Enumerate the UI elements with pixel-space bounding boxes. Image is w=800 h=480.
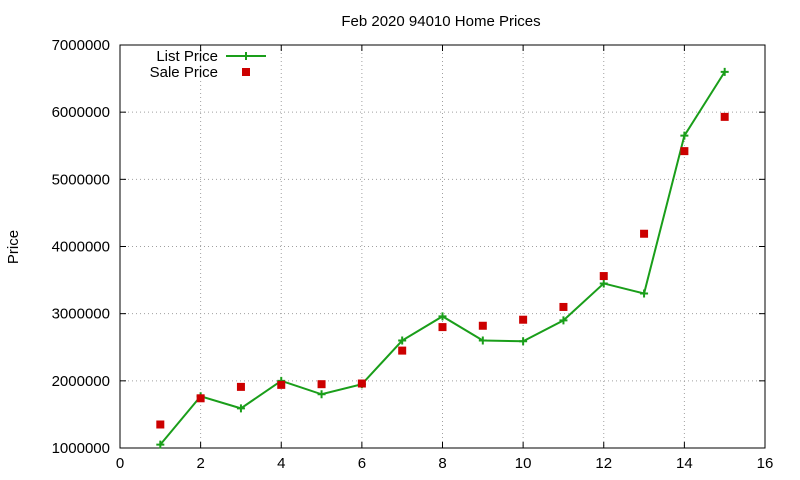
data-point [478,321,487,330]
y-tick-label: 2000000 [52,373,110,390]
x-tick-label: 8 [438,455,446,472]
data-point [236,382,245,391]
series-line [159,71,726,446]
x-tick-label: 6 [358,455,366,472]
legend-label: Sale Price [150,64,218,81]
data-point [236,404,245,413]
data-point [317,390,326,399]
data-point [720,112,729,121]
x-tick-label: 4 [277,455,285,472]
x-tick-label: 0 [116,455,124,472]
series-sale-price [156,112,729,429]
y-tick-label: 5000000 [52,171,110,188]
data-point [519,337,528,346]
data-point [599,279,608,288]
data-point [156,440,165,449]
data-point [680,147,689,156]
legend-marker [242,68,250,76]
data-point [640,229,649,238]
legend-label: List Price [156,48,218,65]
data-point [599,272,608,281]
x-tick-label: 16 [757,455,774,472]
plot-border [119,44,766,449]
data-point [438,323,447,332]
y-tick-label: 1000000 [52,440,110,457]
data-point [156,420,165,429]
data-point [277,380,286,389]
data-point [720,67,729,76]
series-layer [156,67,729,449]
y-tick-label: 7000000 [52,37,110,54]
data-point [519,315,528,324]
data-point [398,336,407,345]
data-point [398,346,407,355]
y-tick-label: 4000000 [52,239,110,256]
series-list-price [156,67,729,449]
x-tick-label: 12 [595,455,612,472]
y-tick-label: 3000000 [52,306,110,323]
data-point [640,289,649,298]
ticks-layer: 0 2 4 6 8 10 12 14 16 1000000 2000000 3000000 400000… [52,37,774,472]
grid-layer [120,45,765,448]
y-tick-label: 6000000 [52,104,110,121]
data-point [438,312,447,321]
data-point [196,394,205,403]
legend-marker [242,52,250,60]
data-point [559,316,568,325]
y-axis-label: Price [5,230,22,264]
data-point [680,131,689,140]
chart-title: Feb 2020 94010 Home Prices [341,13,540,30]
x-tick-label: 14 [676,455,693,472]
data-point [559,302,568,311]
x-tick-label: 10 [515,455,532,472]
data-point [317,380,326,389]
x-tick-label: 2 [196,455,204,472]
data-point [357,379,366,388]
data-point [478,336,487,345]
